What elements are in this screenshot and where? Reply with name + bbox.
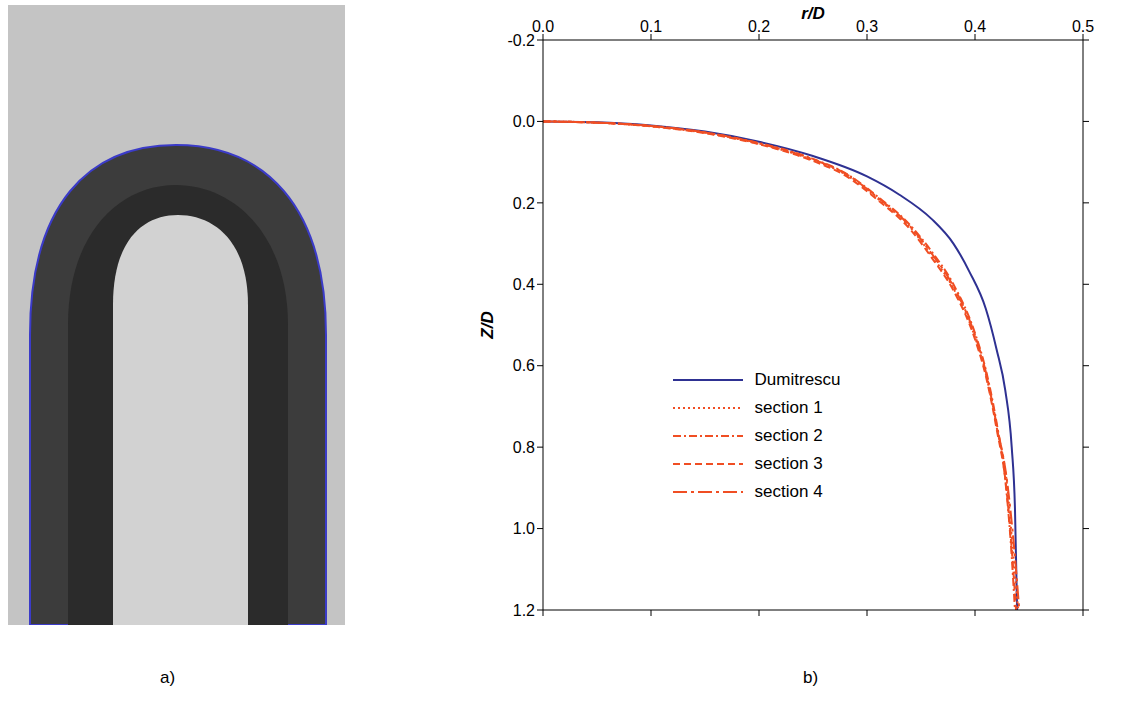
svg-text:0.1: 0.1	[640, 18, 662, 35]
svg-text:0.4: 0.4	[513, 276, 535, 293]
html-text:Z/D: Z/D	[478, 311, 497, 339]
svg-text:0.0: 0.0	[532, 18, 554, 35]
html-text:section 4: section 4	[754, 481, 823, 501]
html-text:b): b)	[803, 668, 819, 687]
html-text:a): a)	[160, 668, 176, 687]
svg-text:0.3: 0.3	[856, 18, 878, 35]
svg-text:0.2: 0.2	[513, 195, 535, 212]
svg-text:1.0: 1.0	[513, 520, 535, 537]
html-text:section 3: section 3	[754, 453, 823, 473]
html-text:section 1: section 1	[754, 397, 823, 417]
html-text:r/D: r/D	[801, 4, 825, 23]
svg-text:0.4: 0.4	[964, 18, 986, 35]
svg-text:1.2: 1.2	[513, 602, 535, 619]
svg-text:0.6: 0.6	[513, 357, 535, 374]
svg-text:-0.2: -0.2	[507, 32, 535, 49]
svg-text:0.0: 0.0	[513, 113, 535, 130]
html-text:Dumitrescu: Dumitrescu	[754, 369, 841, 389]
svg-text:0.2: 0.2	[748, 18, 770, 35]
svg-text:0.8: 0.8	[513, 439, 535, 456]
svg-text:0.5: 0.5	[1072, 18, 1094, 35]
html-text:section 2: section 2	[754, 425, 823, 445]
